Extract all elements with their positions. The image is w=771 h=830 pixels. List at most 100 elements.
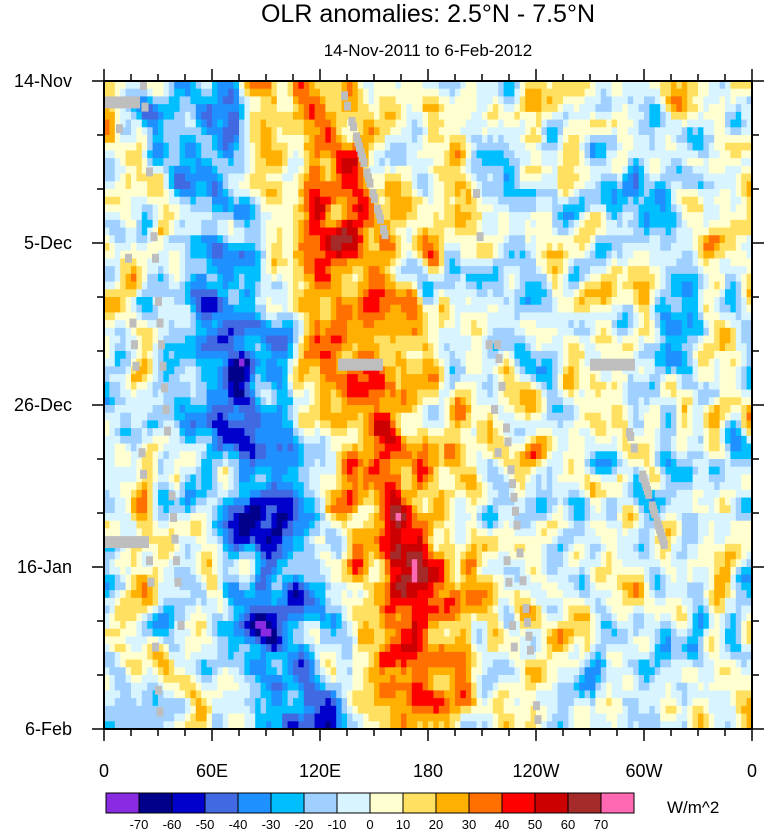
heatmap-cell <box>590 212 596 221</box>
heatmap-cell <box>714 381 720 390</box>
heatmap-cell <box>611 173 618 182</box>
heatmap-cell <box>222 374 229 383</box>
heatmap-cell <box>276 150 283 159</box>
heatmap-cell <box>698 127 704 136</box>
heatmap-cell <box>255 243 261 252</box>
heatmap-cell <box>617 104 623 113</box>
heatmap-cell <box>644 250 650 259</box>
heatmap-cell <box>503 150 510 159</box>
heatmap-cell <box>222 189 229 198</box>
heatmap-cell <box>201 327 207 336</box>
heatmap-cell <box>271 173 278 182</box>
heatmap-cell <box>665 312 672 321</box>
heatmap-cell <box>185 127 191 136</box>
heatmap-cell <box>492 397 499 406</box>
heatmap-cell <box>206 235 213 244</box>
heatmap-cell <box>239 327 245 336</box>
heatmap-cell <box>271 212 278 221</box>
heatmap-cell <box>703 358 710 367</box>
heatmap-cell <box>741 212 747 221</box>
heatmap-cell <box>600 273 607 282</box>
heatmap-cell <box>433 127 440 136</box>
heatmap-cell <box>530 297 537 306</box>
heatmap-cell <box>557 312 564 321</box>
heatmap-cell <box>190 320 197 329</box>
heatmap-cell <box>541 88 548 97</box>
heatmap-cell <box>514 266 521 275</box>
heatmap-cell <box>482 96 488 105</box>
heatmap-cell <box>179 312 186 321</box>
heatmap-cell <box>357 397 364 406</box>
heatmap-cell <box>433 165 440 174</box>
heatmap-cell <box>606 150 612 159</box>
heatmap-cell <box>168 258 175 267</box>
heatmap-cell <box>617 304 623 313</box>
heatmap-cell <box>152 397 159 406</box>
heatmap-cell <box>104 219 110 228</box>
heatmap-cell <box>525 204 531 213</box>
heatmap-cell <box>222 212 229 221</box>
heatmap-cell <box>681 320 688 329</box>
heatmap-cell <box>417 374 423 383</box>
heatmap-cell <box>330 204 337 213</box>
heatmap-cell <box>503 304 510 313</box>
heatmap-cell <box>638 304 645 313</box>
heatmap-cell <box>444 212 450 221</box>
heatmap-cell <box>514 297 521 306</box>
heatmap-cell <box>163 304 170 313</box>
heatmap-cell <box>568 158 575 167</box>
heatmap-cell <box>503 173 510 182</box>
heatmap-cell <box>557 119 564 128</box>
heatmap-cell <box>260 327 267 336</box>
heatmap-cell <box>320 243 326 252</box>
heatmap-cell <box>703 273 710 282</box>
heatmap-cell <box>249 189 256 198</box>
heatmap-cell <box>114 142 121 151</box>
heatmap-cell <box>314 250 321 259</box>
heatmap-cell <box>449 389 456 398</box>
heatmap-cell <box>422 165 429 174</box>
heatmap-cell <box>411 243 418 252</box>
heatmap-cell <box>282 266 288 275</box>
heatmap-cell <box>465 297 472 306</box>
heatmap-cell <box>320 281 326 290</box>
heatmap-cell <box>476 273 483 282</box>
heatmap-cell <box>698 150 704 159</box>
heatmap-cell <box>741 189 747 198</box>
heatmap-cell <box>120 281 126 290</box>
heatmap-cell <box>276 304 283 313</box>
heatmap-cell <box>595 158 602 167</box>
heatmap-cell <box>703 181 710 190</box>
heatmap-cell <box>471 258 477 267</box>
heatmap-cell <box>152 227 159 236</box>
heatmap-cell <box>325 219 332 228</box>
heatmap-cell <box>233 374 240 383</box>
heatmap-cell <box>741 81 747 90</box>
heatmap-cell <box>530 212 537 221</box>
heatmap-cell <box>735 227 742 236</box>
heatmap-cell <box>309 235 315 244</box>
heatmap-cell <box>168 320 175 329</box>
heatmap-cell <box>309 173 315 182</box>
heatmap-cell <box>460 351 467 360</box>
heatmap-cell <box>460 181 467 190</box>
heatmap-cell <box>509 189 515 198</box>
heatmap-cell <box>298 250 305 259</box>
heatmap-cell <box>104 327 110 336</box>
heatmap-cell <box>330 165 337 174</box>
heatmap-cell <box>163 204 170 213</box>
heatmap-cell <box>557 96 564 105</box>
heatmap-cell <box>293 235 299 244</box>
heatmap-cell <box>401 235 407 244</box>
heatmap-cell <box>649 173 656 182</box>
heatmap-cell <box>217 219 224 228</box>
heatmap-cell <box>309 343 315 352</box>
heatmap-cell <box>352 181 359 190</box>
heatmap-cell <box>228 243 234 252</box>
heatmap-cell <box>293 374 299 383</box>
heatmap-cell <box>325 150 332 159</box>
heatmap-cell <box>606 351 612 360</box>
heatmap-cell <box>465 189 472 198</box>
heatmap-cell <box>449 320 456 329</box>
heatmap-cell <box>104 312 110 321</box>
